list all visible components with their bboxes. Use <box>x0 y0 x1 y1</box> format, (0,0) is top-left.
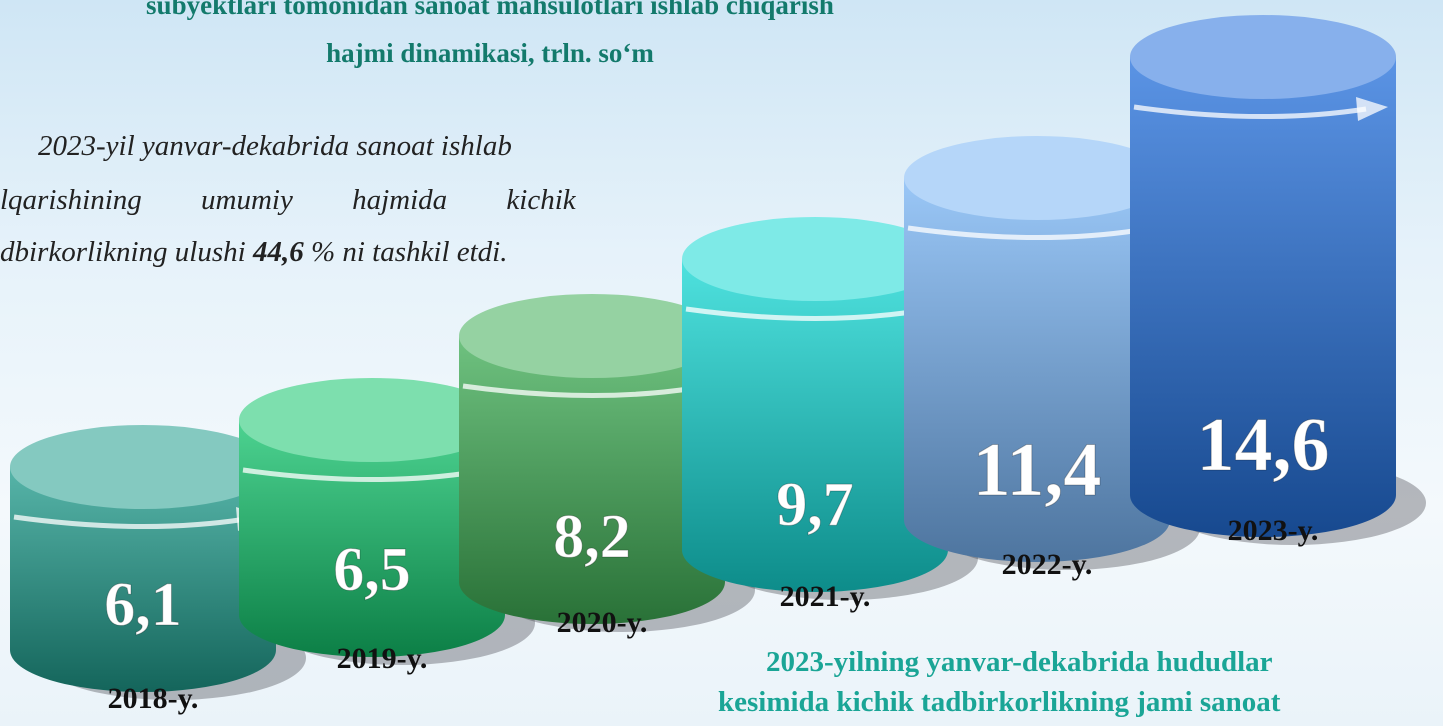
cylinder-top <box>1130 15 1396 99</box>
value-label: 6,5 <box>333 536 411 604</box>
arrow-head <box>1356 97 1388 121</box>
cylinder-body <box>904 178 1170 562</box>
category-label: 2019-y. <box>337 642 428 675</box>
arrow-line <box>13 514 247 529</box>
value-label: 8,2 <box>553 503 631 571</box>
annotation-bold: 44,6 <box>252 236 304 268</box>
annotation-line: 2023-yil yanvar-dekabrida sanoat ishlab <box>38 130 512 162</box>
annotation-text: % ni tashkil etdi. <box>303 236 508 268</box>
arrow-line <box>685 306 919 321</box>
category-label: 2021-y. <box>780 580 871 613</box>
annotation-line: dbirkorlikning ulushi 44,6 % ni tashkil … <box>0 236 507 269</box>
arrow-line <box>242 467 476 482</box>
annotation-line: lqarishining umumiy hajmida kichik <box>0 184 576 216</box>
cylinder-top <box>10 425 276 509</box>
cylinder-top <box>239 378 505 462</box>
cylinder-top <box>904 136 1170 220</box>
category-label: 2018-y. <box>108 682 199 715</box>
title-line: subyektlari tomonidan sanoat mahsulotlar… <box>146 0 834 20</box>
caption-line: 2023-yilning yanvar-dekabrida hududlar <box>766 646 1273 678</box>
cylinder-top <box>682 217 948 301</box>
annotation-text: dbirkorlikning ulushi <box>0 236 253 268</box>
cylinder-body <box>682 259 948 592</box>
cylinder-body <box>1130 57 1396 537</box>
category-label: 2023-y. <box>1228 514 1319 547</box>
cylinder-top <box>459 294 725 378</box>
caption-line: kesimida kichik tadbirkorlikning jami sa… <box>718 686 1281 718</box>
value-label: 6,1 <box>104 571 182 639</box>
value-label: 9,7 <box>776 471 854 539</box>
arrow-line <box>907 225 1141 240</box>
value-label: 11,4 <box>973 428 1102 512</box>
category-label: 2020-y. <box>557 606 648 639</box>
arrow-line <box>462 383 696 398</box>
cylinder-body <box>459 336 725 624</box>
title-line: hajmi dinamikasi, trln. so‘m <box>326 38 654 68</box>
arrow-line <box>1133 104 1367 119</box>
category-label: 2022-y. <box>1002 548 1093 581</box>
value-label: 14,6 <box>1197 403 1330 487</box>
